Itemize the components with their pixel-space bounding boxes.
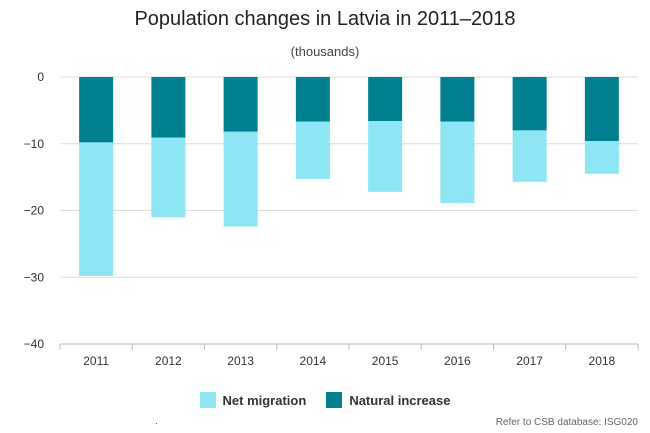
bar-natural-increase [79, 77, 114, 143]
legend-label-natural-increase: Natural increase [349, 392, 451, 408]
bar-net-migration [295, 121, 330, 180]
x-tick-label: 2011 [83, 354, 109, 368]
bar-net-migration [368, 121, 403, 192]
axes: 0 −10 −20 −30 −40 2011 2012 2013 2014 2015 2016 201… [24, 70, 639, 368]
y-tick-label: −20 [24, 204, 45, 218]
x-tick-label: 2012 [155, 354, 182, 368]
x-tick-label: 2018 [589, 354, 616, 368]
chart-title: Population changes in Latvia in 2011–201… [134, 8, 516, 30]
bar-net-migration [151, 137, 186, 218]
bar-natural-increase [512, 77, 547, 131]
source-note: Refer to CSB database: ISG020 [495, 417, 638, 428]
bar-natural-increase [440, 77, 475, 122]
legend-swatch-net-migration [199, 392, 216, 408]
x-tick-label: 2017 [516, 354, 543, 368]
legend-item-natural-increase[interactable]: Natural increase [326, 392, 450, 408]
bar-net-migration [79, 142, 114, 276]
legend-swatch-natural-increase [326, 392, 343, 408]
x-tick-label: 2014 [300, 354, 327, 368]
legend: Net migration Natural increase [0, 392, 650, 408]
bar-natural-increase [295, 77, 330, 122]
bar-natural-increase [584, 77, 619, 142]
bar-net-migration [584, 141, 619, 174]
x-tick-label: 2015 [372, 354, 399, 368]
y-tick-label: −40 [24, 337, 45, 351]
bars [79, 77, 619, 276]
legend-item-net-migration[interactable]: Net migration [199, 392, 307, 408]
grid-lines [60, 76, 638, 345]
legend-label-net-migration: Net migration [222, 392, 307, 408]
bar-net-migration [512, 130, 547, 182]
chart-subtitle: (thousands) [290, 44, 360, 59]
footer-dot: . [155, 416, 158, 427]
y-tick-label: −30 [24, 270, 45, 284]
bar-natural-increase [151, 77, 186, 138]
bar-net-migration [440, 121, 475, 204]
x-tick-label: 2016 [444, 354, 471, 368]
y-tick-label: −10 [24, 137, 45, 151]
y-tick-label: 0 [37, 70, 44, 84]
bar-natural-increase [368, 77, 403, 122]
x-tick-label: 2013 [227, 354, 254, 368]
bar-natural-increase [223, 77, 258, 132]
bar-net-migration [223, 131, 258, 227]
